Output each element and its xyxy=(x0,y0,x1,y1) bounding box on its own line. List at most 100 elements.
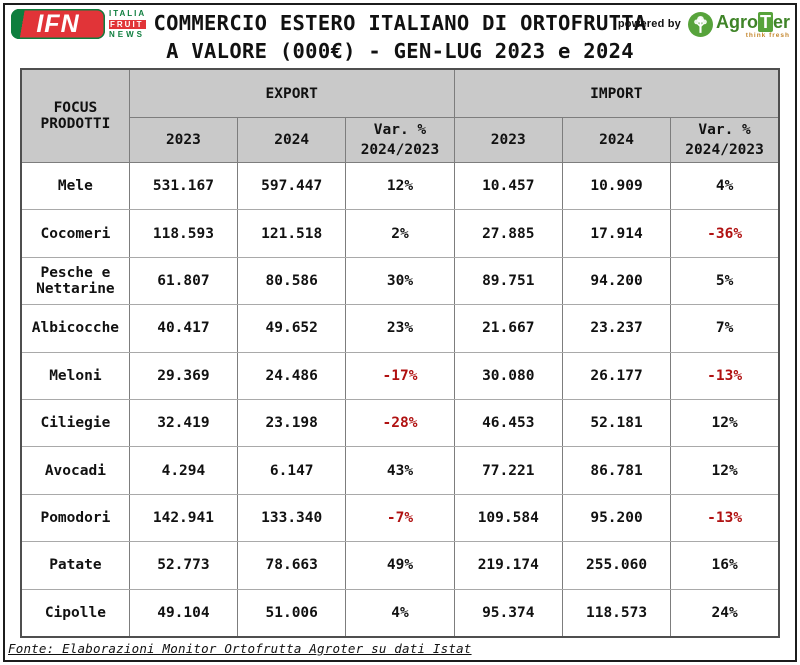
table-row: Cipolle 49.104 51.006 4% 95.374 118.573 24% xyxy=(20,588,780,638)
ifn-acronym: IFN xyxy=(36,9,80,38)
ifn-logo: IFN ITALIA FRUIT NEWS xyxy=(11,9,147,39)
title-line-1: COMMERCIO ESTERO ITALIANO DI ORTOFRUTTA xyxy=(153,11,647,35)
value-cell: 2% xyxy=(345,209,455,258)
product-cell: Ciliegie xyxy=(20,398,130,448)
value-cell: -36% xyxy=(670,209,780,258)
value-cell: 49% xyxy=(345,541,455,590)
table-row: Meloni 29.369 24.486 -17% 30.080 26.177 -13% xyxy=(20,351,780,400)
table-row: Cocomeri 118.593 121.518 2% 27.885 17.914 -36% xyxy=(20,209,780,258)
value-cell: 531.167 xyxy=(128,161,239,211)
value-cell: -13% xyxy=(670,493,780,543)
product-cell: Mele xyxy=(20,161,130,211)
product-cell: Avocadi xyxy=(20,446,130,495)
title-line-2: A VALORE (000€) - GEN-LUG 2023 e 2024 xyxy=(166,39,634,63)
value-cell: 95.200 xyxy=(561,493,672,543)
value-cell: 109.584 xyxy=(453,493,563,543)
value-cell: 4% xyxy=(345,588,455,638)
value-cell: 27.885 xyxy=(453,209,563,258)
agroter-tree-icon xyxy=(687,12,713,37)
value-cell: 133.340 xyxy=(237,493,347,543)
table-row: Pesche e Nettarine 61.807 80.586 30% 89.751 9… xyxy=(20,256,780,306)
value-cell: 142.941 xyxy=(128,493,239,543)
value-cell: 49.652 xyxy=(237,304,347,353)
value-cell: 94.200 xyxy=(561,256,672,306)
value-cell: 255.060 xyxy=(561,541,672,590)
table-header: FOCUS PRODOTTI EXPORT IMPORT 2023 2024 V… xyxy=(20,68,780,163)
value-cell: -17% xyxy=(345,351,455,400)
value-cell: 10.457 xyxy=(453,161,563,211)
value-cell: 95.374 xyxy=(453,588,563,638)
value-cell: 30% xyxy=(345,256,455,306)
value-cell: 77.221 xyxy=(453,446,563,495)
source-note: Fonte: Elaborazioni Monitor Ortofrutta A… xyxy=(8,641,472,656)
product-cell: Pesche e Nettarine xyxy=(20,256,130,306)
value-cell: 52.181 xyxy=(561,398,672,448)
value-cell: 12% xyxy=(345,161,455,211)
value-cell: 5% xyxy=(670,256,780,306)
table-body: Mele 531.167 597.447 12% 10.457 10.909 4% Cocom… xyxy=(20,161,780,638)
value-cell: 118.593 xyxy=(128,209,239,258)
value-cell: 6.147 xyxy=(237,446,347,495)
sub-header-import-2023: 2023 xyxy=(453,117,563,163)
value-cell: 118.573 xyxy=(561,588,672,638)
value-cell: 49.104 xyxy=(128,588,239,638)
value-cell: 23% xyxy=(345,304,455,353)
value-cell: 597.447 xyxy=(237,161,347,211)
product-cell: Pomodori xyxy=(20,493,130,543)
value-cell: 17.914 xyxy=(561,209,672,258)
corner-header: FOCUS PRODOTTI xyxy=(20,68,130,163)
value-cell: 21.667 xyxy=(453,304,563,353)
product-cell: Cipolle xyxy=(20,588,130,638)
ifn-logo-mark: IFN xyxy=(11,9,105,39)
value-cell: 23.198 xyxy=(237,398,347,448)
table-row: Ciliegie 32.419 23.198 -28% 46.453 52.181 12% xyxy=(20,398,780,448)
value-cell: 23.237 xyxy=(561,304,672,353)
table-row: Pomodori 142.941 133.340 -7% 109.584 95.200 -1… xyxy=(20,493,780,543)
value-cell: -7% xyxy=(345,493,455,543)
value-cell: 32.419 xyxy=(128,398,239,448)
value-cell: 121.518 xyxy=(237,209,347,258)
value-cell: 4.294 xyxy=(128,446,239,495)
value-cell: 78.663 xyxy=(237,541,347,590)
value-cell: 219.174 xyxy=(453,541,563,590)
sub-header-export-2024: 2024 xyxy=(237,117,347,163)
table-row: Albicocche 40.417 49.652 23% 21.667 23.237 7% xyxy=(20,304,780,353)
sub-header-export-var: Var. % 2024/2023 xyxy=(345,117,455,163)
value-cell: 16% xyxy=(670,541,780,590)
value-cell: 26.177 xyxy=(561,351,672,400)
value-cell: 12% xyxy=(670,446,780,495)
value-cell: 12% xyxy=(670,398,780,448)
group-header-export: EXPORT xyxy=(128,68,455,118)
sub-header-import-var: Var. % 2024/2023 xyxy=(670,117,780,163)
value-cell: 7% xyxy=(670,304,780,353)
value-cell: 24% xyxy=(670,588,780,638)
powered-by-label: powered by xyxy=(617,18,681,30)
sub-header-import-2024: 2024 xyxy=(561,117,672,163)
value-cell: 40.417 xyxy=(128,304,239,353)
product-cell: Albicocche xyxy=(20,304,130,353)
table-row: Patate 52.773 78.663 49% 219.174 255.060 16% xyxy=(20,541,780,590)
table-row: Mele 531.167 597.447 12% 10.457 10.909 4% xyxy=(20,161,780,211)
group-header-import: IMPORT xyxy=(453,68,780,118)
ifn-word-fruit: FRUIT xyxy=(109,19,147,29)
value-cell: 30.080 xyxy=(453,351,563,400)
value-cell: 80.586 xyxy=(237,256,347,306)
page-title: COMMERCIO ESTERO ITALIANO DI ORTOFRUTTA … xyxy=(0,9,800,65)
value-cell: 10.909 xyxy=(561,161,672,211)
value-cell: 61.807 xyxy=(128,256,239,306)
value-cell: 43% xyxy=(345,446,455,495)
value-cell: 52.773 xyxy=(128,541,239,590)
value-cell: 51.006 xyxy=(237,588,347,638)
value-cell: 4% xyxy=(670,161,780,211)
value-cell: 29.369 xyxy=(128,351,239,400)
value-cell: -13% xyxy=(670,351,780,400)
trade-table: FOCUS PRODOTTI EXPORT IMPORT 2023 2024 V… xyxy=(20,68,780,638)
ifn-word-italia: ITALIA xyxy=(109,9,147,18)
value-cell: 86.781 xyxy=(561,446,672,495)
product-cell: Cocomeri xyxy=(20,209,130,258)
value-cell: 89.751 xyxy=(453,256,563,306)
